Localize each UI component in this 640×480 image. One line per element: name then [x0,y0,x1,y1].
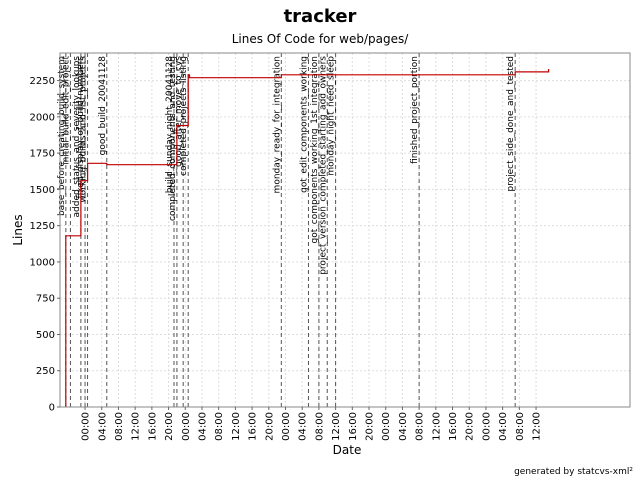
y-tick-label: 0 [49,403,55,414]
x-tick-label: 00:00 [481,412,492,441]
x-tick-label: 16:00 [348,412,359,441]
x-tick-label: 20:00 [264,412,275,441]
x-tick-label: 12:00 [131,412,142,441]
y-tick-label: 1000 [30,257,55,268]
tag-label: project_version_completed_starting_add_o… [318,56,328,275]
tag-label: got_edit_components_working [299,56,309,193]
x-tick-label: 04:00 [298,412,309,441]
tag-label: fixed_display_of_build_numbers [76,56,86,199]
x-tick-label: 00:00 [381,412,392,441]
footer-credit: generated by statcvs-xml² [514,467,633,477]
x-tick-label: 16:00 [248,412,259,441]
x-tick-label: 08:00 [114,412,125,441]
loc-series-line [65,69,550,407]
y-tick-label: 2250 [30,76,55,87]
tag-label: completed_components_and_testing [168,56,178,221]
x-tick-label: 04:00 [398,412,409,441]
x-tick-label: 12:00 [431,412,442,441]
grid [60,53,630,408]
tag-label: working_builds_and_list_projects [79,56,89,203]
tag-label: monday_night_need_sleep [327,56,337,176]
y-tick-label: 2000 [30,112,55,123]
x-tick-label: 20:00 [164,412,175,441]
x-tick-label: 00:00 [81,412,92,441]
x-tick-label: 12:00 [532,412,543,441]
series [65,69,550,407]
y-tick-label: 500 [36,330,55,341]
tag-label: good_after_move_to_cvs [174,56,184,167]
x-tick-label: 20:00 [365,412,376,441]
tag-label: base_before_creating_build_system [57,56,67,216]
y-tick-label: 1750 [30,149,55,160]
x-tick-label: 04:00 [197,412,208,441]
y-tick-label: 750 [36,294,55,305]
tag-label: completed_projects_listing [179,56,189,176]
x-tick-label: 16:00 [147,412,158,441]
y-tick-label: 1250 [30,221,55,232]
x-tick-label: 16:00 [448,412,459,441]
x-axis-label: Date [333,443,362,457]
x-tick-label: 12:00 [231,412,242,441]
plot-frame [59,52,631,408]
tag-label: good_build_20041128 [98,56,108,156]
x-tick-label: 04:00 [498,412,509,441]
x-tick-label: 12:00 [331,412,342,441]
tag-label: build_sunday_night_20041128 [165,56,175,194]
chart-title: tracker [284,6,357,27]
x-tick-label: 04:00 [97,412,108,441]
x-tick-label: 00:00 [281,412,292,441]
x-tick-label: 08:00 [415,412,426,441]
tag-label: finished_project_portion [410,56,420,164]
tag-label: got_components_working_1st_integration [310,56,320,243]
x-tick-label: 08:00 [214,412,225,441]
tag-label: monday_ready_for_integration [272,56,282,193]
y-tick-label: 250 [36,366,55,377]
tag-label: project_side_done_and_tested [506,56,516,192]
x-tick-label: 08:00 [515,412,526,441]
x-tick-label: 08:00 [314,412,325,441]
y-axis-ticks: 0 250 500 750 1000 1250 1500 1750 2000 2250 [30,76,60,414]
chart-subtitle: Lines Of Code for web/pages/ [232,32,409,46]
x-axis-ticks: 00:00 04:00 08:00 12:00 16:00 20:00 00:00 04:00… [81,407,543,441]
y-tick-label: 1500 [30,185,55,196]
x-tick-label: 20:00 [465,412,476,441]
tag-label: initial_build_edit_project [61,56,71,165]
x-tick-label: 00:00 [181,412,192,441]
y-axis-label: Lines [11,214,25,245]
cvs-tags: base_before_creating_build_systeminitial… [57,53,516,407]
tag-label: added_status_and_severity_lookups [72,56,82,218]
